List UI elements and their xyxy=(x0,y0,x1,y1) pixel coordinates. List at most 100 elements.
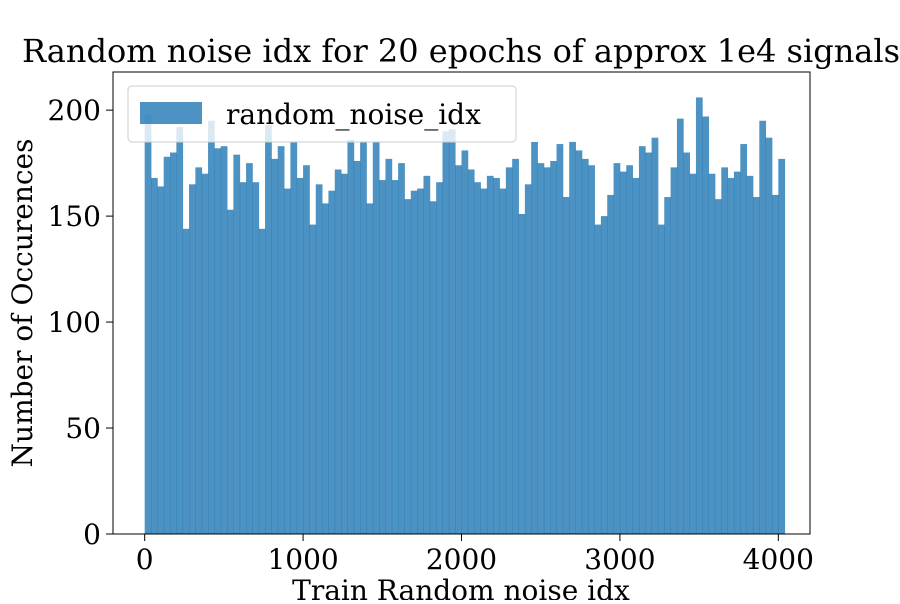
histogram-bar xyxy=(714,199,722,535)
histogram-bar xyxy=(613,163,621,535)
histogram-bar xyxy=(417,188,424,534)
histogram-bar xyxy=(588,165,595,534)
histogram-bar xyxy=(512,158,519,535)
histogram-bar xyxy=(189,184,196,534)
legend: random_noise_idx xyxy=(127,85,517,143)
histogram-bar xyxy=(600,216,608,534)
histogram-bar xyxy=(543,167,551,534)
histogram-bar xyxy=(448,129,456,534)
histogram-bar xyxy=(220,146,228,534)
legend-swatch xyxy=(140,102,202,124)
histogram-bar xyxy=(461,150,469,534)
histogram-bar xyxy=(372,141,380,534)
histogram-bar xyxy=(246,163,253,535)
histogram-bar xyxy=(531,141,538,534)
histogram-bar xyxy=(486,175,494,534)
histogram-bar xyxy=(195,167,203,534)
histogram-bar xyxy=(277,146,285,534)
histogram-bar xyxy=(455,165,462,534)
histogram-bar xyxy=(664,197,671,535)
histogram-bar xyxy=(778,158,786,535)
x-tick-label: 1000 xyxy=(267,543,338,576)
histogram-bar xyxy=(676,118,684,535)
histogram-bar xyxy=(746,175,754,534)
histogram-bar xyxy=(683,152,691,534)
histogram-bar xyxy=(284,188,291,534)
histogram-bar xyxy=(347,139,355,534)
x-tick-label: 3000 xyxy=(584,543,655,576)
histogram-bar xyxy=(303,165,310,534)
histogram-bar xyxy=(315,184,323,534)
y-tick-label: 200 xyxy=(48,94,101,127)
legend-label: random_noise_idx xyxy=(226,98,481,131)
histogram-bar xyxy=(227,209,234,534)
histogram-bar xyxy=(328,190,336,534)
histogram-bar xyxy=(727,177,735,534)
histogram-bar xyxy=(163,156,171,535)
histogram-bar xyxy=(144,114,152,535)
histogram-bar xyxy=(436,182,443,534)
histogram-bar xyxy=(201,173,209,534)
histogram-bar xyxy=(176,127,184,534)
histogram-bar xyxy=(474,182,481,534)
histogram-bar xyxy=(429,201,437,535)
histogram-bar xyxy=(638,146,646,534)
histogram-bar xyxy=(366,203,374,534)
histogram-bar xyxy=(385,158,393,535)
histogram-bar xyxy=(480,188,488,534)
histogram-bar xyxy=(759,120,767,535)
histogram-bar xyxy=(594,224,602,534)
x-axis-ticks: 0 1000 2000 3000 4000 xyxy=(136,534,814,576)
histogram-bar xyxy=(233,154,241,535)
histogram-bar xyxy=(398,163,405,535)
histogram-bar xyxy=(537,163,545,535)
histogram-bar xyxy=(151,177,158,534)
histogram-bar xyxy=(771,194,779,535)
y-tick-label: 150 xyxy=(48,200,101,233)
y-tick-label: 0 xyxy=(83,518,101,551)
histogram-bar xyxy=(341,173,348,534)
histogram-bar xyxy=(645,152,652,534)
histogram-bar xyxy=(651,137,659,534)
histogram-bar xyxy=(689,173,697,534)
histogram-bar xyxy=(626,165,633,534)
y-tick-label: 100 xyxy=(48,306,101,339)
x-axis-label: Train Random noise idx xyxy=(292,574,630,600)
chart-title: Random noise idx for 20 epochs of approx… xyxy=(22,32,900,70)
x-tick-label: 4000 xyxy=(743,543,814,576)
histogram-bar xyxy=(208,120,215,535)
histogram-bar xyxy=(391,180,399,534)
histogram-bar xyxy=(670,167,678,534)
histogram-bars xyxy=(144,97,786,535)
histogram-bar xyxy=(740,144,748,534)
x-tick-label: 2000 xyxy=(426,543,497,576)
histogram-bar xyxy=(271,158,279,535)
histogram-bar xyxy=(182,228,190,534)
histogram-bar xyxy=(379,180,386,534)
histogram-bar xyxy=(353,161,361,535)
histogram-bar xyxy=(550,161,557,535)
histogram-bar xyxy=(562,197,570,535)
histogram-bar xyxy=(524,184,532,534)
histogram-bar xyxy=(702,116,710,535)
histogram-bar xyxy=(404,199,412,535)
histogram-bar xyxy=(157,186,165,534)
histogram-bar xyxy=(442,131,450,534)
histogram-bar xyxy=(170,152,177,534)
histogram-bar xyxy=(239,182,247,534)
histogram-bar xyxy=(657,224,665,534)
histogram-bar xyxy=(569,141,576,534)
histogram-bar xyxy=(632,177,640,534)
histogram-bar xyxy=(607,194,614,535)
histogram-bar xyxy=(322,203,329,534)
histogram-bar xyxy=(334,169,342,534)
legend-box xyxy=(127,85,517,143)
histogram-bar xyxy=(581,158,589,535)
histogram-bar xyxy=(733,171,741,534)
histogram-bar xyxy=(410,190,418,534)
y-axis-ticks: 0 50 100 150 200 xyxy=(48,94,113,551)
histogram-bar xyxy=(765,137,773,534)
histogram-bar xyxy=(575,150,583,534)
y-tick-label: 50 xyxy=(65,412,101,445)
